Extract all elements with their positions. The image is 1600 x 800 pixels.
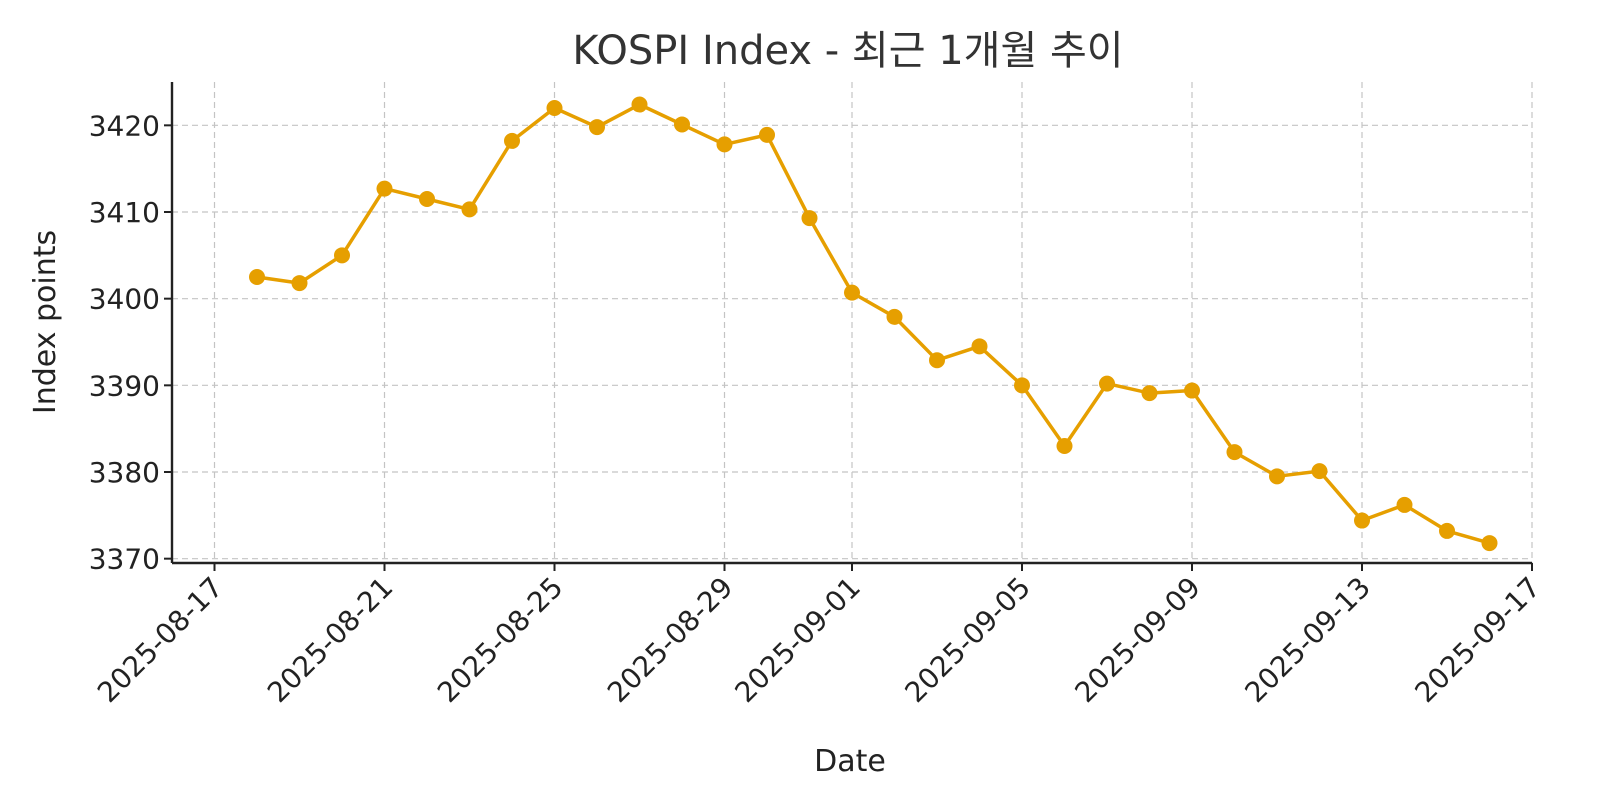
x-tick-label: 2025-08-29 bbox=[601, 571, 739, 709]
data-point bbox=[1311, 463, 1328, 480]
data-point bbox=[844, 284, 860, 301]
data-point bbox=[419, 191, 435, 207]
data-point bbox=[971, 338, 988, 355]
data-point bbox=[1056, 438, 1073, 454]
y-tick-label: 3390 bbox=[89, 369, 160, 402]
data-point bbox=[504, 132, 520, 149]
x-tick-label: 2025-08-25 bbox=[431, 571, 569, 709]
x-tick-label: 2025-09-17 bbox=[1409, 571, 1547, 709]
grid bbox=[172, 82, 1533, 563]
x-tick-label: 2025-09-13 bbox=[1239, 571, 1377, 709]
x-tick-label: 2025-09-01 bbox=[729, 571, 867, 709]
data-point bbox=[546, 100, 563, 116]
data-point bbox=[1354, 512, 1370, 529]
data-point bbox=[929, 352, 945, 369]
data-point bbox=[1184, 382, 1200, 399]
data-point bbox=[674, 116, 690, 133]
data-point bbox=[1269, 468, 1285, 485]
y-tick-label: 3370 bbox=[89, 543, 160, 576]
data-point bbox=[249, 269, 265, 285]
data-point bbox=[1396, 496, 1413, 513]
y-tick-label: 3420 bbox=[89, 109, 160, 142]
data-point bbox=[461, 201, 478, 218]
data-point bbox=[376, 180, 393, 197]
data-point bbox=[1226, 444, 1243, 461]
data-point bbox=[801, 210, 818, 227]
x-axis-label: Date bbox=[814, 744, 886, 779]
y-tick-label: 3380 bbox=[89, 456, 160, 489]
data-point bbox=[334, 247, 350, 264]
data-point bbox=[589, 119, 605, 136]
data-point bbox=[1141, 385, 1158, 402]
series bbox=[249, 96, 1498, 552]
y-tick-label: 3400 bbox=[89, 283, 160, 316]
data-point bbox=[1014, 377, 1030, 394]
x-tick-label: 2025-09-09 bbox=[1069, 571, 1207, 709]
data-point bbox=[886, 308, 903, 325]
data-point bbox=[759, 126, 775, 143]
data-point bbox=[716, 136, 733, 153]
series-line bbox=[256, 102, 1490, 545]
data-point bbox=[631, 96, 648, 113]
x-tick-label: 2025-08-17 bbox=[91, 571, 229, 709]
axes bbox=[164, 82, 1533, 571]
x-tick-label: 2025-08-21 bbox=[261, 571, 399, 709]
tick-labels: 2025-08-17 2025-08-21 2025-08-25 2025-08-29… bbox=[89, 109, 1547, 709]
chart-title: KOSPI Index - 최근 1개월 추이 bbox=[572, 28, 1123, 74]
x-tick-label: 2025-09-05 bbox=[899, 571, 1037, 709]
y-axis-label: Index points bbox=[28, 230, 63, 414]
y-tick-label: 3410 bbox=[89, 196, 160, 229]
data-point bbox=[1099, 375, 1115, 392]
data-point bbox=[1439, 522, 1455, 539]
data-point bbox=[1481, 535, 1498, 552]
data-point bbox=[291, 275, 308, 292]
